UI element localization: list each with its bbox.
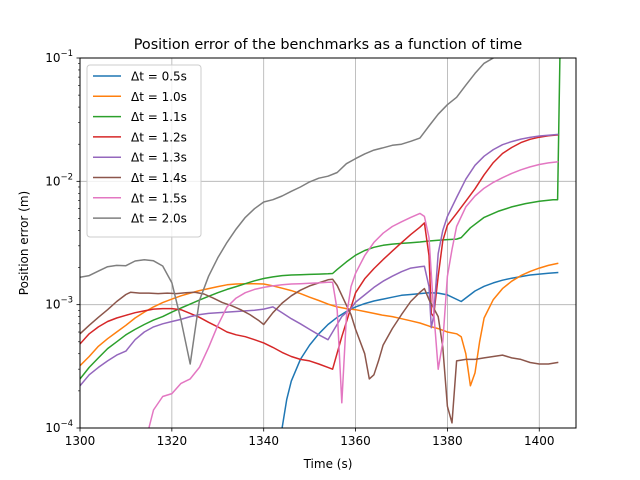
chart-title: Position error of the benchmarks as a fu… — [134, 37, 523, 53]
legend-label: Δt = 1.2s — [131, 130, 187, 144]
x-axis-ticks: 1300 1320 1340 1360 1380 1400 — [65, 428, 555, 448]
series-line — [80, 58, 495, 365]
legend-label: Δt = 0.5s — [131, 70, 187, 84]
series-line — [80, 58, 561, 380]
y-axis-label: Position error (m) — [17, 191, 31, 295]
legend-label: Δt = 1.1s — [131, 110, 187, 124]
legend-label: Δt = 1.4s — [131, 171, 187, 185]
legend-box — [86, 64, 202, 238]
legend-label: Δt = 1.5s — [131, 191, 187, 205]
x-tick-label: 1400 — [524, 434, 555, 448]
x-tick-label: 1340 — [248, 434, 279, 448]
y-tick-label: 10−4 — [45, 419, 73, 435]
y-tick-label: 10−1 — [45, 49, 73, 65]
series-line — [148, 160, 559, 428]
legend-label: Δt = 1.3s — [131, 151, 187, 165]
y-axis-ticks: 10−4 10−3 10−2 10−1 — [45, 49, 80, 435]
series-line — [80, 278, 559, 424]
y-tick-label: 10−2 — [45, 172, 73, 188]
y-tick-label: 10−3 — [45, 296, 73, 312]
x-tick-label: 1360 — [340, 434, 371, 448]
x-tick-label: 1300 — [65, 434, 96, 448]
x-tick-label: 1380 — [432, 434, 463, 448]
x-tick-label: 1320 — [157, 434, 188, 448]
x-axis-label: Time (s) — [303, 457, 353, 471]
series-line — [80, 262, 559, 387]
series-line — [80, 134, 559, 370]
series-line — [281, 271, 559, 428]
legend: Δt = 0.5s Δt = 1.0s Δt = 1.1s Δt = 1.2s Δt =… — [86, 64, 202, 238]
legend-label: Δt = 2.0s — [131, 212, 187, 226]
series-lines — [80, 58, 561, 428]
legend-label: Δt = 1.0s — [131, 90, 187, 104]
axes-frame — [79, 57, 577, 429]
